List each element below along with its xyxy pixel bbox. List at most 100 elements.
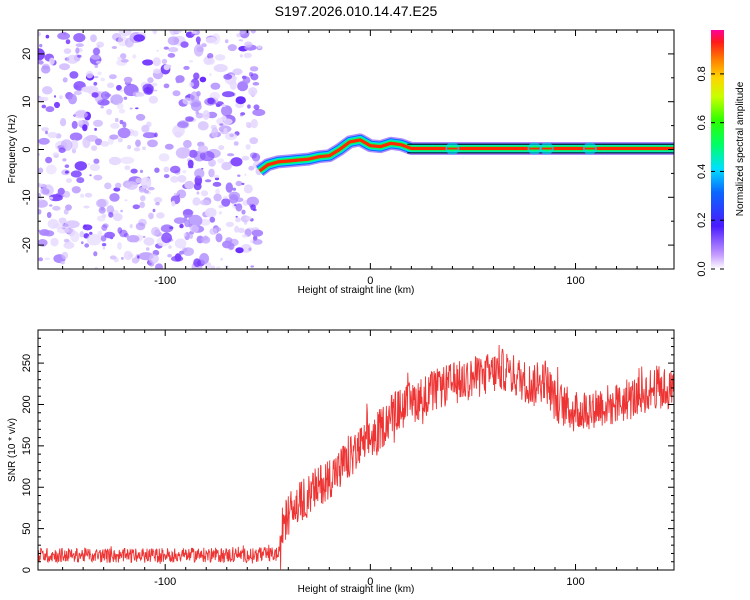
noise-speckle <box>106 205 115 214</box>
y-tick-label: 10 <box>21 96 33 108</box>
noise-speckle <box>41 65 51 74</box>
noise-speckle <box>189 233 193 240</box>
noise-speckle <box>65 170 69 174</box>
noise-speckle <box>109 255 117 260</box>
noise-speckle <box>79 231 85 238</box>
noise-speckle <box>148 95 159 104</box>
noise-speckle <box>158 153 170 162</box>
noise-speckle <box>197 145 209 153</box>
snr-panel: -100 0 100 0 50 100 150 200 250 Height of straig… <box>7 329 675 595</box>
noise-speckle <box>234 225 240 233</box>
noise-speckle <box>70 139 79 150</box>
noise-speckle <box>235 203 243 212</box>
x-tick-label: 100 <box>566 275 584 287</box>
noise-speckle <box>184 180 195 190</box>
noise-speckle <box>249 137 258 145</box>
noise-speckle <box>168 245 172 249</box>
noise-speckle <box>84 192 93 198</box>
noise-speckle <box>89 231 93 235</box>
noise-speckle <box>91 92 99 98</box>
noise-speckle <box>94 266 98 269</box>
colorbar-tick-label: 0.0 <box>696 261 708 276</box>
noise-speckle <box>41 104 47 109</box>
noise-speckle <box>195 110 199 115</box>
noise-speckle <box>83 224 87 228</box>
noise-speckle <box>232 68 243 75</box>
noise-speckle <box>45 156 53 164</box>
noise-speckle <box>244 41 253 48</box>
noise-speckle <box>147 186 155 191</box>
noise-speckle <box>248 247 252 251</box>
noise-speckle <box>221 105 233 117</box>
noise-speckle <box>210 265 216 269</box>
spectrogram-xlabel: Height of straight line (km) <box>298 285 415 296</box>
noise-speckle <box>233 141 239 146</box>
noise-speckle <box>120 156 135 164</box>
noise-speckle <box>235 217 241 223</box>
noise-speckle <box>100 106 104 109</box>
noise-speckle <box>197 121 209 131</box>
noise-speckle <box>202 110 210 120</box>
noise-speckle <box>122 121 127 128</box>
noise-speckle <box>46 211 52 219</box>
noise-speckle <box>148 212 154 219</box>
frequency-ridge <box>255 133 674 177</box>
noise-speckle <box>183 232 187 237</box>
noise-speckle <box>57 32 70 40</box>
noise-speckle <box>38 182 41 188</box>
noise-speckle <box>93 81 98 86</box>
noise-speckle <box>209 168 216 178</box>
noise-speckle <box>77 54 82 58</box>
noise-speckle <box>61 251 69 260</box>
noise-speckle <box>235 197 244 203</box>
noise-speckle <box>38 96 45 103</box>
noise-speckle <box>252 239 263 245</box>
noise-speckle <box>95 60 102 64</box>
y-tick-label: 200 <box>21 395 33 413</box>
noise-speckle <box>93 174 103 181</box>
noise-speckle <box>85 70 94 79</box>
noise-speckle <box>218 145 225 151</box>
noise-speckle <box>132 54 137 59</box>
noise-speckle <box>100 91 110 100</box>
noise-speckle <box>47 131 58 139</box>
noise-speckle <box>224 39 229 44</box>
noise-speckle <box>97 71 102 76</box>
x-tick-label: 0 <box>367 576 373 588</box>
noise-speckle <box>219 123 224 126</box>
noise-speckle <box>177 175 187 183</box>
noise-speckle <box>38 257 43 262</box>
noise-speckle <box>250 30 256 34</box>
noise-speckle <box>244 173 247 176</box>
noise-speckle <box>93 76 99 79</box>
noise-speckle <box>238 39 244 42</box>
noise-speckle <box>94 127 97 131</box>
snr-xlabel: Height of straight line (km) <box>298 584 415 595</box>
noise-speckle <box>145 247 150 251</box>
noise-speckle <box>116 84 122 91</box>
noise-speckle <box>133 34 145 42</box>
noise-speckle <box>89 163 101 171</box>
noise-speckle <box>196 91 201 97</box>
noise-speckle <box>109 134 119 140</box>
noise-speckle <box>110 94 124 105</box>
noise-speckle <box>80 193 85 198</box>
noise-speckle <box>90 54 101 60</box>
y-tick-label: -20 <box>21 237 33 253</box>
noise-speckle <box>174 238 187 249</box>
noise-speckle <box>199 76 207 83</box>
noise-speckle <box>60 261 65 265</box>
y-tick-label: -10 <box>21 189 33 205</box>
noise-speckle <box>182 247 194 256</box>
noise-speckle <box>118 108 126 114</box>
noise-speckle <box>199 253 210 265</box>
noise-speckle <box>45 34 50 39</box>
noise-speckle <box>115 182 122 189</box>
noise-speckle <box>73 111 88 119</box>
noise-speckle <box>194 168 205 179</box>
noise-speckle <box>235 247 244 254</box>
noise-speckle <box>251 152 261 162</box>
noise-speckle <box>101 224 108 231</box>
